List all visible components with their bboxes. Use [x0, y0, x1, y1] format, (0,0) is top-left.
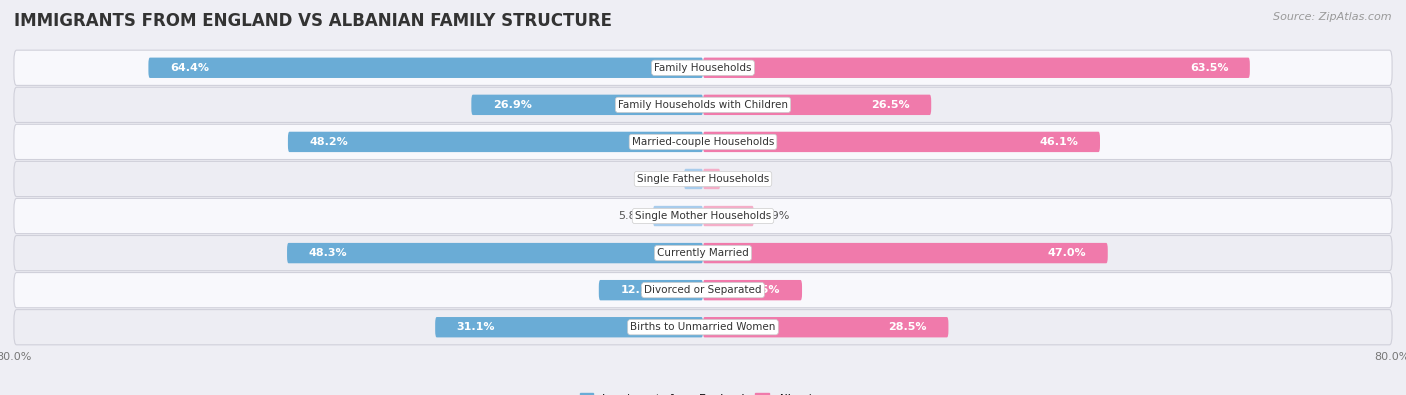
Legend: Immigrants from England, Albanian: Immigrants from England, Albanian — [575, 389, 831, 395]
Text: 2.0%: 2.0% — [727, 174, 755, 184]
Text: IMMIGRANTS FROM ENGLAND VS ALBANIAN FAMILY STRUCTURE: IMMIGRANTS FROM ENGLAND VS ALBANIAN FAMI… — [14, 12, 612, 30]
Text: 63.5%: 63.5% — [1189, 63, 1229, 73]
FancyBboxPatch shape — [14, 310, 1392, 345]
FancyBboxPatch shape — [703, 58, 1250, 78]
FancyBboxPatch shape — [652, 206, 703, 226]
Text: 28.5%: 28.5% — [889, 322, 927, 332]
FancyBboxPatch shape — [287, 243, 703, 263]
FancyBboxPatch shape — [599, 280, 703, 300]
Text: Divorced or Separated: Divorced or Separated — [644, 285, 762, 295]
Text: 47.0%: 47.0% — [1047, 248, 1087, 258]
Text: 48.3%: 48.3% — [308, 248, 347, 258]
Text: 48.2%: 48.2% — [309, 137, 349, 147]
FancyBboxPatch shape — [14, 162, 1392, 197]
FancyBboxPatch shape — [703, 317, 949, 337]
FancyBboxPatch shape — [703, 280, 801, 300]
FancyBboxPatch shape — [14, 87, 1392, 122]
Text: 11.5%: 11.5% — [742, 285, 780, 295]
Text: 5.8%: 5.8% — [617, 211, 647, 221]
Text: 26.9%: 26.9% — [494, 100, 531, 110]
FancyBboxPatch shape — [703, 206, 754, 226]
FancyBboxPatch shape — [149, 58, 703, 78]
Text: 12.1%: 12.1% — [620, 285, 659, 295]
FancyBboxPatch shape — [288, 132, 703, 152]
FancyBboxPatch shape — [685, 169, 703, 189]
Text: Single Father Households: Single Father Households — [637, 174, 769, 184]
FancyBboxPatch shape — [703, 95, 931, 115]
Text: 5.9%: 5.9% — [761, 211, 789, 221]
FancyBboxPatch shape — [14, 198, 1392, 233]
Text: 46.1%: 46.1% — [1039, 137, 1078, 147]
FancyBboxPatch shape — [471, 95, 703, 115]
Text: 2.2%: 2.2% — [648, 174, 678, 184]
Text: Source: ZipAtlas.com: Source: ZipAtlas.com — [1274, 12, 1392, 22]
FancyBboxPatch shape — [14, 235, 1392, 271]
FancyBboxPatch shape — [703, 132, 1099, 152]
FancyBboxPatch shape — [14, 124, 1392, 160]
Text: Single Mother Households: Single Mother Households — [636, 211, 770, 221]
Text: 31.1%: 31.1% — [457, 322, 495, 332]
FancyBboxPatch shape — [14, 50, 1392, 85]
Text: Married-couple Households: Married-couple Households — [631, 137, 775, 147]
Text: Family Households with Children: Family Households with Children — [619, 100, 787, 110]
Text: Births to Unmarried Women: Births to Unmarried Women — [630, 322, 776, 332]
FancyBboxPatch shape — [436, 317, 703, 337]
Text: 64.4%: 64.4% — [170, 63, 209, 73]
Text: 26.5%: 26.5% — [872, 100, 910, 110]
FancyBboxPatch shape — [703, 243, 1108, 263]
FancyBboxPatch shape — [703, 169, 720, 189]
Text: Currently Married: Currently Married — [657, 248, 749, 258]
Text: Family Households: Family Households — [654, 63, 752, 73]
FancyBboxPatch shape — [14, 273, 1392, 308]
